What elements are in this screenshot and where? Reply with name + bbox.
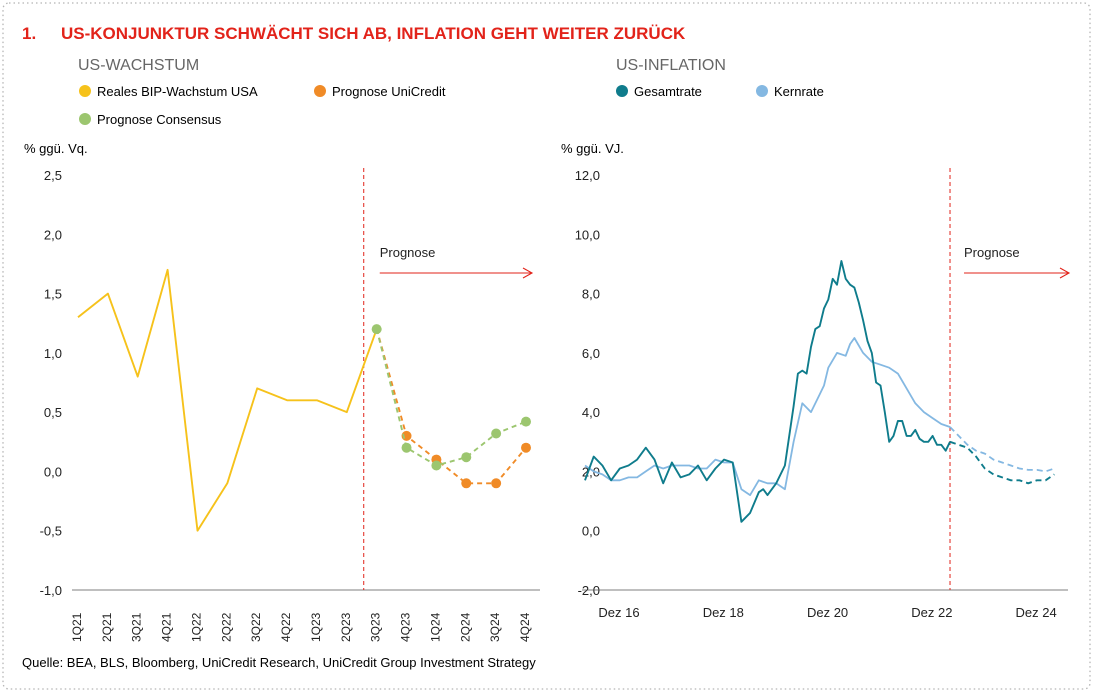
x-tick-label: 2Q24: [458, 612, 472, 642]
legend-label-cpi-headline: Gesamtrate: [634, 84, 702, 99]
x-tick-label: Dez 24: [1016, 605, 1057, 620]
y-tick-label: 6,0: [582, 346, 600, 361]
series-line-core-forecast: [949, 426, 1055, 473]
forecast-growth-arrow-head: [522, 267, 534, 279]
legend-marker-gdp-actual: [79, 85, 91, 97]
y-tick-label: 12,0: [575, 168, 600, 183]
y-tick-label: 8,0: [582, 287, 600, 302]
legend-label-gdp-actual: Reales BIP-Wachstum USA: [97, 84, 258, 99]
x-tick-label: 4Q21: [160, 612, 174, 642]
y-tick-label: 2,5: [44, 168, 62, 183]
legend-marker-gdp-consensus: [79, 113, 91, 125]
data-point: [461, 452, 472, 463]
data-point: [431, 460, 442, 471]
x-tick-label: 1Q23: [309, 612, 323, 642]
x-tick-label: 2Q22: [219, 612, 233, 642]
x-tick-label: 2Q21: [100, 612, 114, 642]
x-tick-label: Dez 16: [598, 605, 639, 620]
x-tick-label: 3Q22: [249, 612, 263, 642]
y-tick-label: 1,5: [44, 287, 62, 302]
panel-title-inflation: US-INFLATION: [616, 57, 726, 74]
x-tick-label: 1Q21: [70, 612, 84, 642]
x-tick-label: Dez 20: [807, 605, 848, 620]
legend-label-cpi-core: Kernrate: [774, 84, 824, 99]
data-point: [521, 416, 531, 427]
y-tick-label: -2,0: [578, 583, 600, 598]
x-tick-label: 4Q22: [279, 612, 293, 642]
y-axis-label-growth: % ggü. Vq.: [24, 141, 88, 156]
y-tick-label: -1,0: [40, 583, 62, 598]
forecast-growth-label: Prognose: [380, 245, 436, 260]
y-axis-label-inflation: % ggü. VJ.: [561, 141, 624, 156]
series-line-core: [584, 337, 951, 496]
figure-number: 1.: [22, 24, 36, 43]
series-line-headline: [584, 260, 951, 523]
legend-label-gdp-unicredit: Prognose UniCredit: [332, 84, 446, 99]
y-tick-label: 10,0: [575, 227, 600, 242]
y-tick-label: 0,0: [582, 524, 600, 539]
forecast-inflation-label: Prognose: [964, 245, 1020, 260]
x-tick-label: Dez 22: [911, 605, 952, 620]
data-point: [491, 428, 502, 439]
legend-marker-cpi-core: [756, 85, 768, 97]
panel-title-growth: US-WACHSTUM: [78, 57, 199, 74]
forecast-inflation-arrow-head: [1059, 267, 1071, 279]
y-tick-label: 0,0: [44, 464, 62, 479]
series-line-0: [77, 268, 378, 532]
x-tick-label: Dez 18: [703, 605, 744, 620]
y-tick-label: 2,0: [44, 227, 62, 242]
x-tick-label: 3Q24: [488, 612, 502, 642]
plot-growth: 2,5 2,0 1,5 1,0 0,5 0,0 -0,5 -1,0 1Q21 2Q21 3Q21 4Q…: [40, 168, 540, 642]
x-tick-label: 3Q21: [130, 612, 144, 642]
data-point: [521, 442, 531, 453]
y-tick-label: -0,5: [40, 524, 62, 539]
data-point: [491, 478, 502, 489]
figure-title: US-KONJUNKTUR SCHWÄCHT SICH AB, INFLATIO…: [61, 24, 686, 43]
x-tick-label: 2Q23: [339, 612, 353, 642]
source-note: Quelle: BEA, BLS, Bloomberg, UniCredit R…: [22, 655, 536, 670]
legend-inflation: Gesamtrate Kernrate: [616, 84, 824, 99]
legend-marker-gdp-unicredit: [314, 85, 326, 97]
data-point-start: [371, 324, 382, 335]
y-tick-label: 4,0: [582, 405, 600, 420]
data-point: [461, 478, 472, 489]
legend-growth: Reales BIP-Wachstum USA Prognose UniCred…: [79, 84, 446, 127]
x-tick-label: 4Q24: [518, 612, 532, 642]
series-line-1: [375, 328, 527, 485]
series-line-2: [375, 328, 527, 467]
data-point: [401, 442, 412, 453]
x-tick-label: 3Q23: [369, 612, 383, 642]
x-tick-label: 1Q22: [189, 612, 203, 642]
x-tick-label: 4Q23: [399, 612, 413, 642]
legend-marker-cpi-headline: [616, 85, 628, 97]
legend-label-gdp-consensus: Prognose Consensus: [97, 112, 222, 127]
series-line-headline-forecast: [949, 440, 1055, 485]
y-tick-label: 0,5: [44, 405, 62, 420]
y-tick-label: 1,0: [44, 346, 62, 361]
x-tick-label: 1Q24: [428, 612, 442, 642]
